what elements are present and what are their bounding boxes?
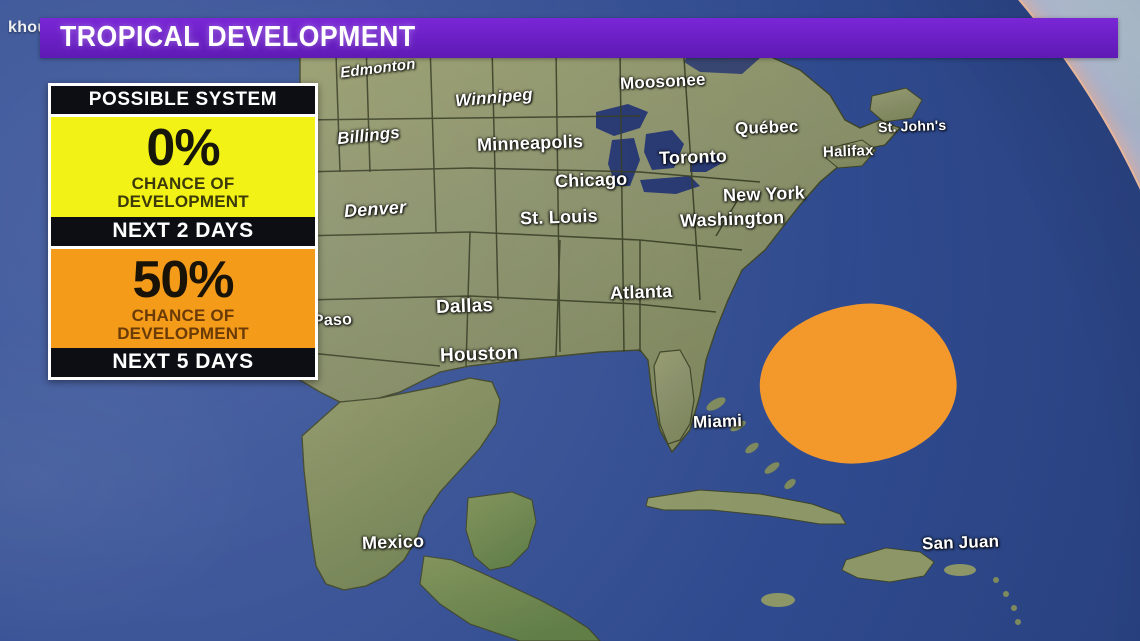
legend-timeframe-2day: NEXT 2 DAYS bbox=[51, 216, 315, 246]
newfoundland bbox=[869, 87, 923, 123]
hispaniola-island bbox=[841, 547, 935, 583]
page-title: TROPICAL DEVELOPMENT bbox=[60, 20, 416, 53]
central-america bbox=[419, 555, 601, 641]
legend-chance-line2-5day: DEVELOPMENT bbox=[117, 323, 249, 343]
cuba-island bbox=[645, 489, 847, 525]
puerto-rico-island bbox=[944, 564, 976, 576]
legend-percent-2day: 0% bbox=[146, 119, 220, 177]
lesser-antilles bbox=[993, 577, 1021, 625]
mexico-landmass bbox=[301, 377, 501, 591]
legend-entry-2day-body: 0% CHANCE OF DEVELOPMENT bbox=[51, 117, 315, 217]
legend-divider-1 bbox=[51, 114, 315, 117]
nova-scotia bbox=[825, 139, 877, 169]
lake-erie bbox=[640, 176, 700, 194]
possible-system-legend: POSSIBLE SYSTEM 0% CHANCE OF DEVELOPMENT… bbox=[48, 83, 318, 381]
lake-ontario bbox=[690, 154, 724, 172]
legend-timeframe-5day: NEXT 5 DAYS bbox=[51, 348, 315, 378]
legend-chance-line1-2day: CHANCE OF bbox=[131, 173, 235, 193]
title-banner: TROPICAL DEVELOPMENT bbox=[40, 18, 1118, 58]
bahamas-islands bbox=[705, 396, 797, 490]
legend-entry-5day-body: 50% CHANCE OF DEVELOPMENT bbox=[51, 248, 315, 349]
legend-percent-5day: 50% bbox=[132, 250, 234, 309]
lake-superior bbox=[596, 104, 648, 136]
state-borders bbox=[299, 41, 761, 367]
lake-huron bbox=[644, 130, 684, 170]
jamaica-island bbox=[761, 593, 795, 607]
legend-chance-line1-5day: CHANCE OF bbox=[131, 305, 235, 325]
florida-peninsula bbox=[653, 349, 695, 445]
legend-header: POSSIBLE SYSTEM bbox=[51, 86, 315, 114]
north-america-landmass bbox=[299, 39, 902, 454]
legend-chance-line2-2day: DEVELOPMENT bbox=[117, 192, 249, 212]
lake-michigan bbox=[608, 138, 640, 186]
legend-divider-2 bbox=[51, 245, 315, 249]
yucatan-peninsula bbox=[465, 491, 537, 571]
